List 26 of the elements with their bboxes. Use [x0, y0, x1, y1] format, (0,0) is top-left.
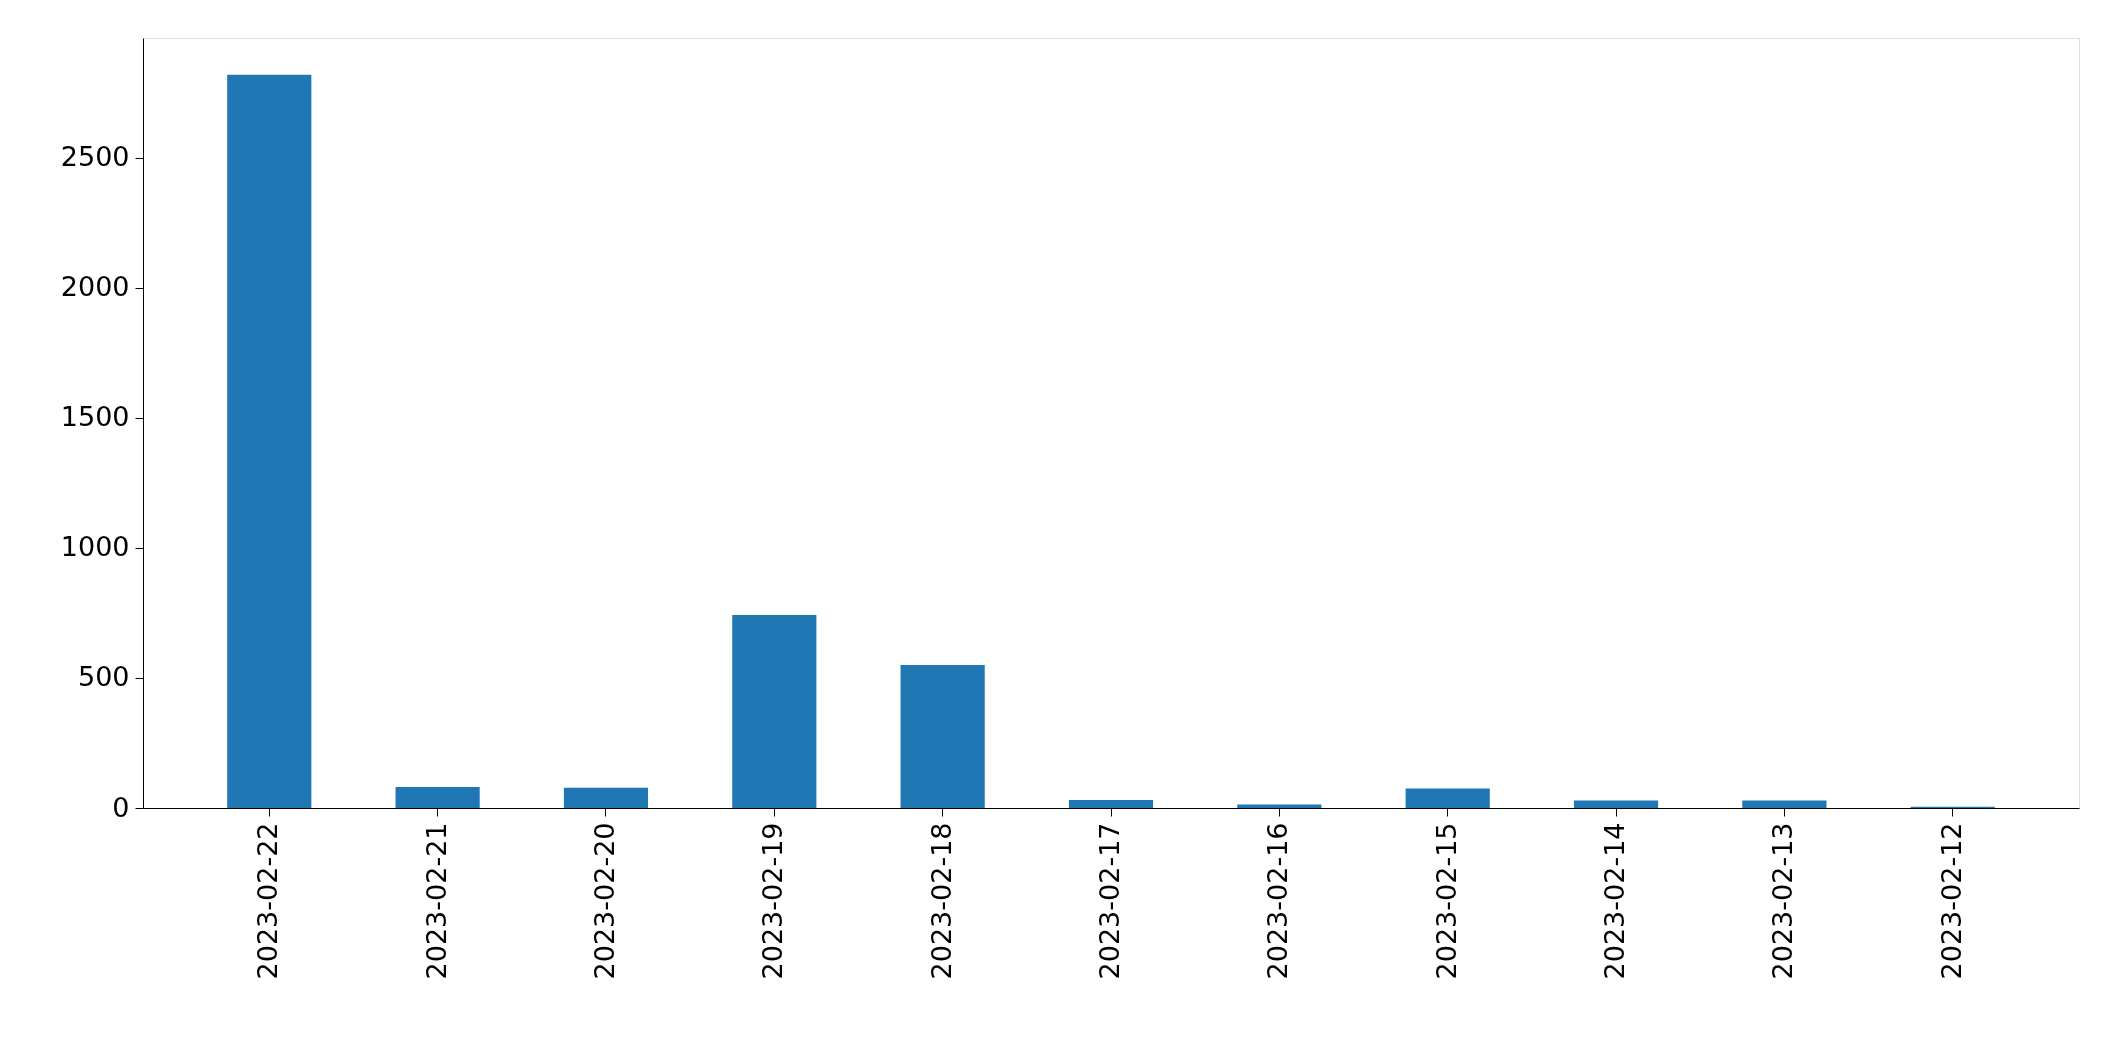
y-tick-label: 1000 — [60, 531, 130, 563]
x-tick-label: 2023-02-22 — [252, 822, 284, 980]
x-tick-label: 2023-02-18 — [925, 822, 957, 980]
y-tick-label: 2500 — [60, 141, 130, 173]
x-tick-label: 2023-02-21 — [420, 822, 452, 980]
x-tick-label: 2023-02-16 — [1262, 822, 1294, 980]
bar — [227, 74, 312, 808]
bar — [900, 664, 985, 808]
bar — [563, 787, 649, 808]
y-tick-label: 1500 — [60, 401, 130, 433]
y-tick-label: 2000 — [60, 271, 130, 303]
x-tick-label: 2023-02-20 — [588, 822, 620, 980]
x-tick-label: 2023-02-15 — [1430, 822, 1462, 980]
bar — [1068, 799, 1154, 808]
x-tick-label: 2023-02-17 — [1094, 822, 1125, 980]
y-tick-label: 500 — [77, 661, 130, 693]
x-tick-label: 2023-02-19 — [757, 822, 789, 980]
x-tick-label: 2023-02-12 — [1935, 822, 1967, 980]
bar — [1573, 800, 1659, 808]
x-tick-label: 2023-02-13 — [1767, 822, 1799, 980]
bar — [1742, 800, 1827, 808]
bar — [732, 615, 817, 808]
bar — [1405, 788, 1490, 808]
x-tick-label: 2023-02-14 — [1599, 822, 1631, 980]
bar — [395, 786, 480, 808]
y-tick-label: 0 — [112, 791, 130, 823]
